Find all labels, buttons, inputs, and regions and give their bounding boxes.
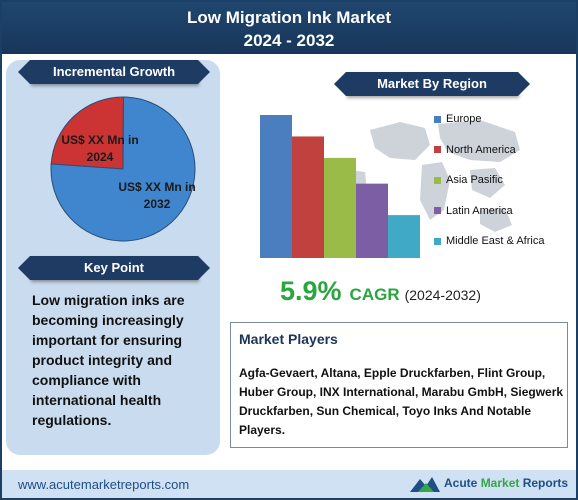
bar-europe <box>260 115 292 258</box>
legend-swatch-middle-east-africa <box>434 237 441 245</box>
pie-label-2024-line2: 2024 <box>86 150 114 164</box>
footer-url-link[interactable]: www.acutemarketreports.com <box>18 477 190 492</box>
incremental-growth-label: Incremental Growth <box>52 64 176 79</box>
legend-item-north-america: North America <box>434 135 544 166</box>
cagr-label: CAGR <box>349 285 400 304</box>
brand-word-reports: Reports <box>522 476 569 490</box>
legend-item-middle-east-africa: Middle East & Africa <box>434 226 544 257</box>
legend-item-latin-america: Latin America <box>434 196 544 227</box>
pie-label-2032: US$ XX Mn in 2032 <box>110 179 204 213</box>
market-players-text: Agfa-Gevaert, Altana, Epple Druckfarben,… <box>239 366 564 437</box>
footer-band <box>2 470 576 498</box>
legend-swatch-north-america <box>434 146 441 154</box>
market-by-region-label: Market By Region <box>377 76 487 91</box>
pie-chart-svg <box>50 96 196 242</box>
brand-mountain-icon <box>410 477 440 492</box>
pie-label-2032-line2: 2032 <box>143 197 171 211</box>
incremental-growth-heading: Incremental Growth <box>18 60 210 84</box>
legend-label-asia-pasific: Asia Pasific <box>446 174 503 187</box>
bar-latin-america <box>356 183 388 258</box>
market-players-box: Market Players Agfa-Gevaert, Altana, Epp… <box>230 322 568 448</box>
region-bar-chart <box>260 115 420 258</box>
cagr-period: (2024-2032) <box>404 287 481 303</box>
brand-word-acute: Acute <box>444 476 478 490</box>
bar-middle-east-africa <box>388 215 420 258</box>
brand-logo: Acute Market Reports <box>410 474 568 492</box>
cagr-value: 5.9% <box>280 276 342 306</box>
pie-slice-2032 <box>50 96 196 242</box>
key-point-heading: Key Point <box>18 256 210 280</box>
incremental-growth-pie <box>48 94 198 244</box>
pie-label-2024-line1: US$ XX Mn in <box>61 133 139 147</box>
page-title: Low Migration Ink Market <box>186 8 392 27</box>
brand-word-market: Market <box>480 476 520 490</box>
key-point-text: Low migration inks are becoming increasi… <box>32 292 185 428</box>
pie-slice-2024 <box>50 96 125 170</box>
header-banner: Low Migration Ink Market 2024 - 2032 <box>2 2 576 54</box>
legend-item-europe: Europe <box>434 104 544 135</box>
page-subtitle: 2024 - 2032 <box>243 31 335 50</box>
legend-label-north-america: North America <box>446 143 516 156</box>
pie-label-2032-line1: US$ XX Mn in <box>118 180 196 194</box>
market-players-heading: Market Players <box>239 331 338 347</box>
legend-item-asia-pasific: Asia Pasific <box>434 165 544 196</box>
brand-name: Acute Market Reports <box>444 476 568 490</box>
region-legend: Europe North America Asia Pasific Latin … <box>434 104 544 257</box>
bar-asia-pasific <box>324 157 356 258</box>
legend-label-europe: Europe <box>446 113 482 126</box>
market-by-region-heading: Market By Region <box>334 72 530 96</box>
legend-swatch-asia-pasific <box>434 176 441 184</box>
legend-swatch-latin-america <box>434 207 441 215</box>
legend-swatch-europe <box>434 115 441 123</box>
pie-label-2024: US$ XX Mn in 2024 <box>54 132 146 166</box>
cagr-callout: 5.9% CAGR (2024-2032) <box>280 276 540 307</box>
legend-label-middle-east-africa: Middle East & Africa <box>446 235 545 248</box>
legend-label-latin-america: Latin America <box>446 204 513 217</box>
key-point-label: Key Point <box>84 260 144 275</box>
bar-north-america <box>292 136 324 258</box>
